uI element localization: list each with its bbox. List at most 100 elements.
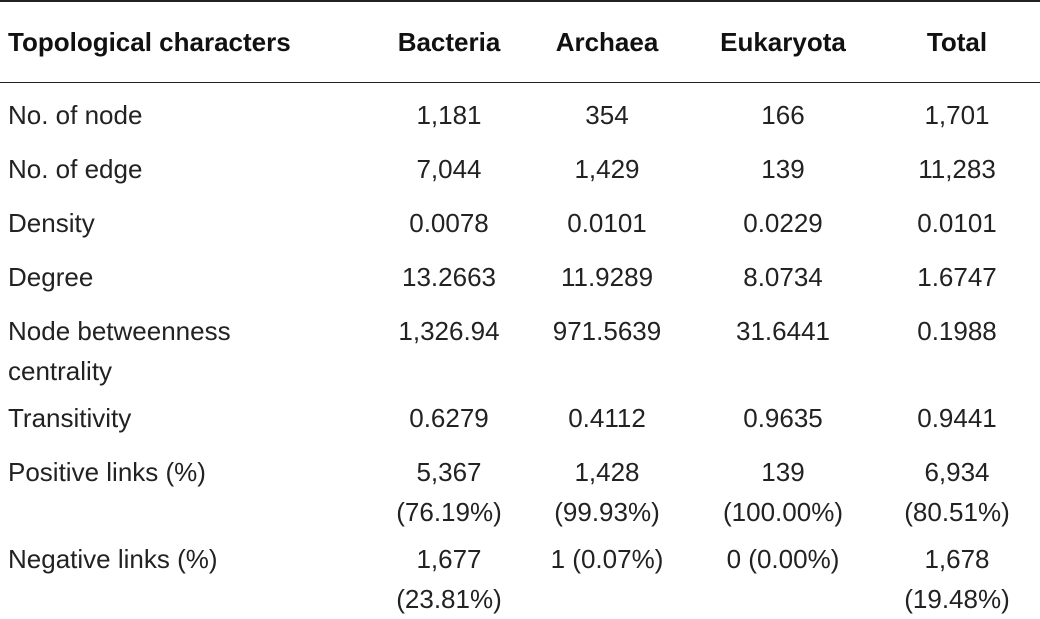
header-topological-characters: Topological characters bbox=[0, 0, 376, 83]
row-label-line: Degree bbox=[8, 262, 94, 292]
cell-line: 0.0078 bbox=[409, 208, 489, 238]
cell-line: 0.6279 bbox=[409, 403, 489, 433]
cell-eukaryota: 139 (100.00%) bbox=[692, 445, 874, 532]
cell-line: 1,429 bbox=[574, 154, 640, 184]
table-row: Degree 13.2663 11.9289 8.0734 1.6747 bbox=[0, 250, 1040, 304]
cell-line: 139 bbox=[761, 154, 805, 184]
cell-archaea: 354 bbox=[522, 83, 692, 143]
cell-line: (76.19%) bbox=[396, 497, 502, 527]
cell-line: 1,677 bbox=[416, 544, 482, 574]
cell-line: 13.2663 bbox=[402, 262, 496, 292]
cell-eukaryota: 31.6441 bbox=[692, 304, 874, 391]
cell-bacteria: 1,181 bbox=[376, 83, 522, 143]
cell-line: 8.0734 bbox=[743, 262, 823, 292]
cell-eukaryota: 0 (0.00%) bbox=[692, 532, 874, 619]
cell-line: 0.9635 bbox=[743, 403, 823, 433]
cell-line: 11,283 bbox=[918, 154, 996, 184]
cell-line: 0.0229 bbox=[743, 208, 823, 238]
cell-line: (100.00%) bbox=[723, 497, 843, 527]
table-row: Transitivity 0.6279 0.4112 0.9635 0.9441 bbox=[0, 391, 1040, 445]
cell-line: 139 bbox=[761, 457, 805, 487]
cell-line: 0.1988 bbox=[917, 316, 997, 346]
cell-line: 6,934 bbox=[924, 457, 990, 487]
row-label: No. of node bbox=[0, 83, 376, 143]
cell-line: 0.0101 bbox=[917, 208, 997, 238]
cell-total: 1,701 bbox=[874, 83, 1040, 143]
cell-archaea: 1,428 (99.93%) bbox=[522, 445, 692, 532]
cell-bacteria: 0.6279 bbox=[376, 391, 522, 445]
table-row: Density 0.0078 0.0101 0.0229 0.0101 bbox=[0, 196, 1040, 250]
cell-line: 1,428 bbox=[574, 457, 640, 487]
cell-bacteria: 0.0078 bbox=[376, 196, 522, 250]
cell-archaea: 1 (0.07%) bbox=[522, 532, 692, 619]
cell-line: (19.48%) bbox=[904, 584, 1010, 614]
cell-archaea: 11.9289 bbox=[522, 250, 692, 304]
table-row: No. of node 1,181 354 166 1,701 bbox=[0, 83, 1040, 143]
cell-bacteria: 7,044 bbox=[376, 142, 522, 196]
cell-eukaryota: 139 bbox=[692, 142, 874, 196]
row-label: Positive links (%) bbox=[0, 445, 376, 532]
row-label: Degree bbox=[0, 250, 376, 304]
cell-eukaryota: 8.0734 bbox=[692, 250, 874, 304]
cell-line: 1,326.94 bbox=[398, 316, 500, 346]
table-row: Negative links (%) 1,677 (23.81%) 1 (0.0… bbox=[0, 532, 1040, 619]
cell-line: 971.5639 bbox=[552, 316, 662, 346]
cell-bacteria: 13.2663 bbox=[376, 250, 522, 304]
cell-line: (23.81%) bbox=[396, 584, 502, 614]
cell-line: 0 (0.00%) bbox=[726, 544, 840, 574]
row-label: Node betweenness centrality bbox=[0, 304, 376, 391]
cell-line: 5,367 bbox=[416, 457, 482, 487]
row-label-line: No. of node bbox=[8, 100, 143, 130]
cell-total: 1.6747 bbox=[874, 250, 1040, 304]
header-archaea: Archaea bbox=[522, 0, 692, 83]
table-row: Node betweenness centrality 1,326.94 971… bbox=[0, 304, 1040, 391]
cell-bacteria: 1,677 (23.81%) bbox=[376, 532, 522, 619]
cell-total: 1,678 (19.48%) bbox=[874, 532, 1040, 619]
row-label-line: Density bbox=[8, 208, 95, 238]
cell-line: 1 (0.07%) bbox=[550, 544, 664, 574]
header-eukaryota: Eukaryota bbox=[692, 0, 874, 83]
cell-eukaryota: 0.9635 bbox=[692, 391, 874, 445]
cell-total: 0.0101 bbox=[874, 196, 1040, 250]
cell-archaea: 0.0101 bbox=[522, 196, 692, 250]
header-bacteria: Bacteria bbox=[376, 0, 522, 83]
cell-line: 0.9441 bbox=[917, 403, 997, 433]
cell-archaea: 1,429 bbox=[522, 142, 692, 196]
row-label: Density bbox=[0, 196, 376, 250]
cell-line: 0.0101 bbox=[567, 208, 647, 238]
cell-line: 7,044 bbox=[416, 154, 482, 184]
row-label-line: No. of edge bbox=[8, 154, 143, 184]
cell-bacteria: 1,326.94 bbox=[376, 304, 522, 391]
cell-line: 1,678 bbox=[924, 544, 990, 574]
cell-total: 0.9441 bbox=[874, 391, 1040, 445]
table-row: No. of edge 7,044 1,429 139 11,283 bbox=[0, 142, 1040, 196]
row-label: Transitivity bbox=[0, 391, 376, 445]
cell-bacteria: 5,367 (76.19%) bbox=[376, 445, 522, 532]
cell-line: 11.9289 bbox=[560, 262, 654, 292]
cell-archaea: 971.5639 bbox=[522, 304, 692, 391]
row-label: No. of edge bbox=[0, 142, 376, 196]
row-label: Negative links (%) bbox=[0, 532, 376, 619]
cell-line: 1,181 bbox=[416, 100, 482, 130]
cell-line: 31.6441 bbox=[736, 316, 830, 346]
table-row: Positive links (%) 5,367 (76.19%) 1,428 … bbox=[0, 445, 1040, 532]
cell-total: 0.1988 bbox=[874, 304, 1040, 391]
row-label-line: Node betweenness bbox=[8, 316, 231, 346]
row-label-line: centrality bbox=[8, 356, 113, 386]
cell-line: 166 bbox=[761, 100, 805, 130]
row-label-line: Transitivity bbox=[8, 403, 132, 433]
header-total: Total bbox=[874, 0, 1040, 83]
table-header-row: Topological characters Bacteria Archaea … bbox=[0, 0, 1040, 83]
cell-line: 1,701 bbox=[924, 100, 990, 130]
cell-eukaryota: 0.0229 bbox=[692, 196, 874, 250]
cell-archaea: 0.4112 bbox=[522, 391, 692, 445]
cell-line: 1.6747 bbox=[917, 262, 997, 292]
row-label-line: Negative links (%) bbox=[8, 544, 218, 574]
cell-eukaryota: 166 bbox=[692, 83, 874, 143]
row-label-line: Positive links (%) bbox=[8, 457, 206, 487]
cell-line: (80.51%) bbox=[904, 497, 1010, 527]
cell-line: 354 bbox=[585, 100, 629, 130]
cell-total: 11,283 bbox=[874, 142, 1040, 196]
